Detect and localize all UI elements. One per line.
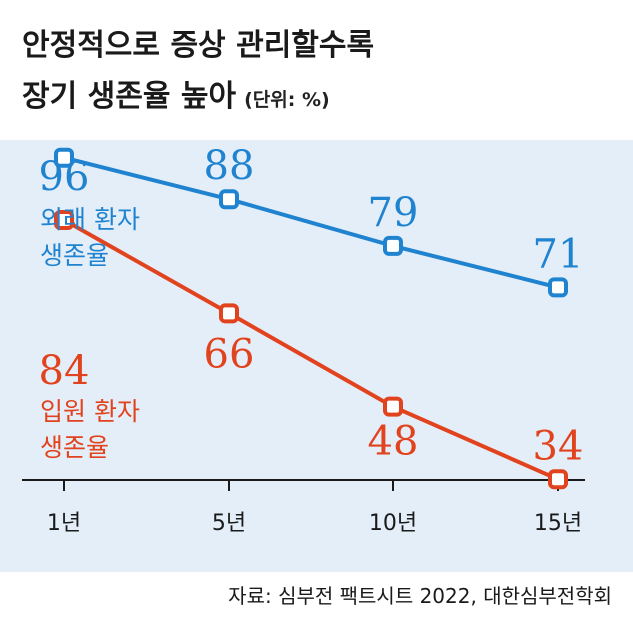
chart-title-line1: 안정적으로 증상 관리할수록 <box>22 28 374 63</box>
series-line-inpatient <box>63 218 559 482</box>
series-label-outpatient-line1: 외래 환자 <box>40 205 140 234</box>
x-tick-label-1: 5년 <box>212 511 246 536</box>
data-label-inpatient-0: 84 <box>39 348 90 394</box>
chart-title-line2-text: 장기 생존율 높아 <box>22 79 236 114</box>
data-point-inpatient-3 <box>548 469 568 490</box>
data-label-outpatient-2: 79 <box>368 190 419 236</box>
series-label-inpatient-line1: 입원 환자 <box>40 397 140 426</box>
series-line-outpatient <box>63 155 559 290</box>
data-label-outpatient-0: 96 <box>39 154 90 200</box>
data-label-outpatient-3: 71 <box>533 231 584 277</box>
data-label-inpatient-3: 34 <box>533 423 584 469</box>
series-label-outpatient-line2: 생존율 <box>40 241 109 270</box>
x-tick-label-0: 1년 <box>47 511 81 536</box>
series-layer <box>54 147 568 490</box>
data-labels: 96 88 79 71 84 66 48 34 <box>39 143 584 469</box>
data-point-outpatient-3 <box>548 277 568 298</box>
data-label-outpatient-1: 88 <box>204 143 255 189</box>
x-tick-label-3: 15년 <box>534 511 582 536</box>
series-label-inpatient-line2: 생존율 <box>40 433 109 462</box>
data-point-inpatient-2 <box>383 396 403 417</box>
data-point-inpatient-0 <box>54 209 74 230</box>
data-point-outpatient-1 <box>219 189 239 210</box>
x-tick-label-2: 10년 <box>369 511 417 536</box>
data-label-inpatient-2: 48 <box>368 419 419 465</box>
data-point-outpatient-0 <box>54 147 74 168</box>
chart-title-line2: 장기 생존율 높아 (단위: %) <box>22 79 330 114</box>
plot-background <box>0 140 633 572</box>
x-axis-ticks: 1년 5년 10년 15년 <box>47 480 582 536</box>
source-note: 자료: 심부전 팩트시트 2022, 대한심부전학회 <box>228 584 612 608</box>
data-point-outpatient-2 <box>383 235 403 256</box>
data-point-inpatient-1 <box>219 303 239 324</box>
unit-label: (단위: %) <box>244 89 330 111</box>
data-label-inpatient-1: 66 <box>204 331 255 377</box>
